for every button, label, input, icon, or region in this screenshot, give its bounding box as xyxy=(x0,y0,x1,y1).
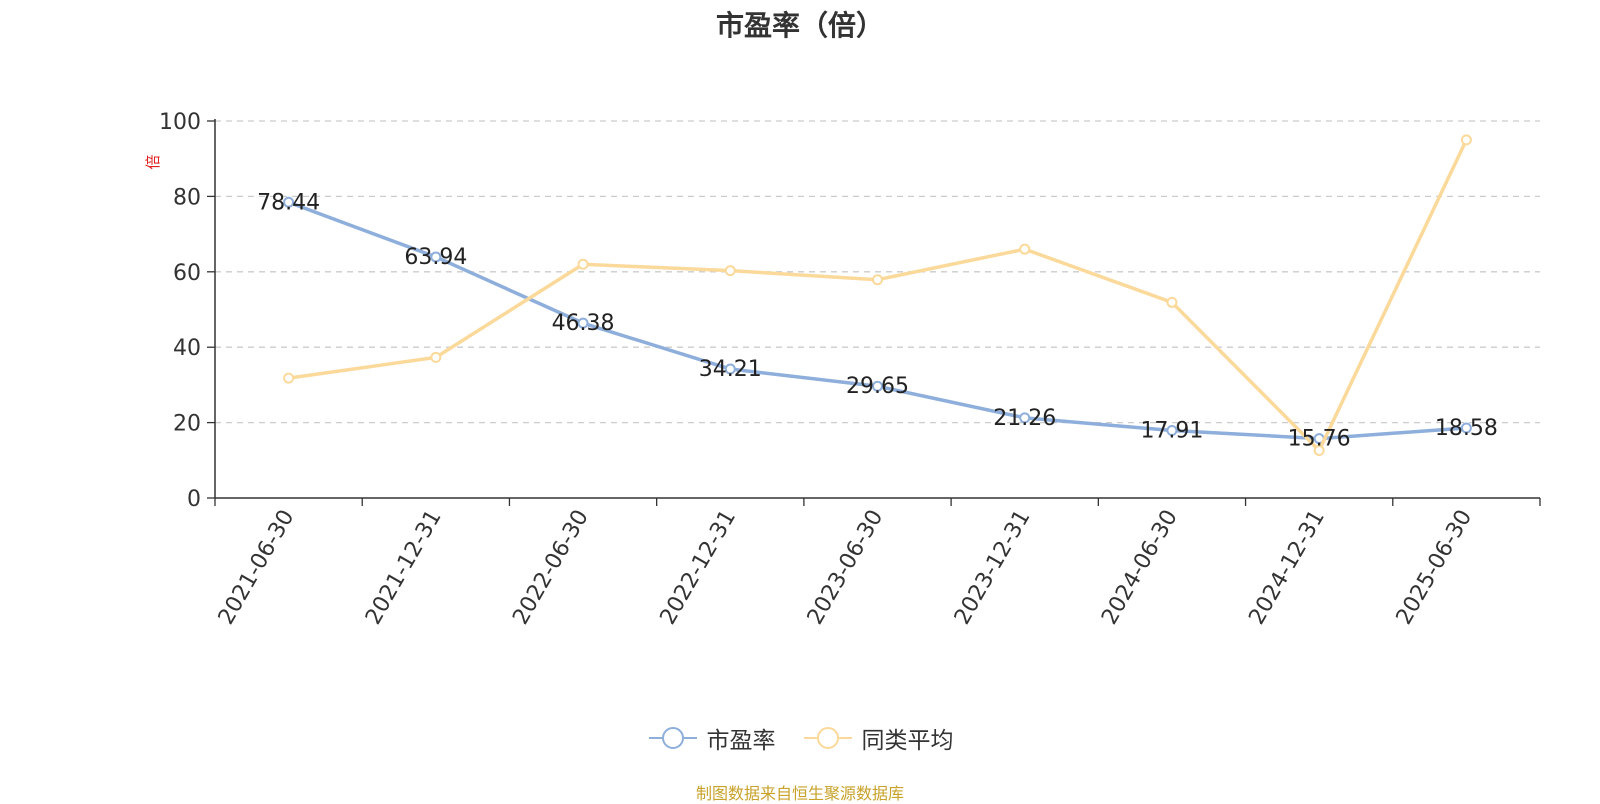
data-point xyxy=(1019,412,1031,424)
data-label: 18.58 xyxy=(1435,416,1498,441)
data-point xyxy=(1460,134,1472,146)
x-tick-label: 2024-06-30 xyxy=(1097,506,1183,629)
y-tick-label: 80 xyxy=(173,185,201,210)
data-point xyxy=(1166,424,1178,436)
data-point xyxy=(430,351,442,363)
chart-title: 市盈率（倍） xyxy=(715,9,884,42)
x-tick-label: 2021-12-31 xyxy=(361,506,447,629)
x-tick-label: 2021-06-30 xyxy=(214,506,300,629)
data-label: 78.44 xyxy=(257,190,320,215)
source-note: 制图数据来自恒生聚源数据库 xyxy=(695,784,904,803)
y-tick-label: 0 xyxy=(187,487,201,512)
y-tick-label: 60 xyxy=(173,261,201,286)
data-point xyxy=(430,251,442,263)
data-point xyxy=(1460,422,1472,434)
legend-marker-pe xyxy=(648,727,697,749)
y-tick-label: 40 xyxy=(173,336,201,361)
data-label: 46.38 xyxy=(552,311,615,336)
data-label: 34.21 xyxy=(699,357,762,382)
data-point xyxy=(577,317,589,329)
legend: 市盈率 同类平均 xyxy=(0,722,1600,754)
data-label: 29.65 xyxy=(846,374,909,399)
legend-label-peer-average: 同类平均 xyxy=(861,728,954,754)
data-label: 17.91 xyxy=(1140,418,1203,443)
x-tick-label: 2022-06-30 xyxy=(508,506,594,629)
y-tick-label: 20 xyxy=(173,412,201,437)
legend-label-pe: 市盈率 xyxy=(706,728,776,754)
line-chart: 0 20 40 60 80 100 2021-06-30 2021-12-31 2022-06-… xyxy=(144,110,1541,629)
gridlines xyxy=(215,120,1540,424)
legend-item-pe[interactable]: 市盈率 xyxy=(647,721,776,755)
legend-marker-peer-average xyxy=(803,727,852,749)
data-label: 15.76 xyxy=(1288,427,1351,452)
data-label: 21.26 xyxy=(993,406,1056,431)
data-point xyxy=(872,380,883,392)
data-labels: 78.44 63.94 46.38 34.21 29.65 21.26 17.91 15.76… xyxy=(257,190,1498,451)
data-point xyxy=(283,196,295,208)
data-point xyxy=(577,258,589,270)
x-tick-label: 2024-12-31 xyxy=(1244,506,1330,629)
data-label: 63.94 xyxy=(404,245,467,270)
x-tick-label: 2023-06-30 xyxy=(803,506,889,629)
data-point xyxy=(872,274,883,286)
x-tick-label: 2023-12-31 xyxy=(950,506,1036,629)
data-point xyxy=(1166,296,1178,308)
series-line-0 xyxy=(286,200,1469,441)
y-axis-label: 倍 xyxy=(144,154,162,169)
axes: 0 20 40 60 80 100 2021-06-30 2021-12-31 2022-06-… xyxy=(159,110,1541,629)
x-tick-label: 2025-06-30 xyxy=(1392,506,1478,629)
data-point xyxy=(724,265,736,277)
y-tick-label: 100 xyxy=(159,110,201,135)
series-line-1 xyxy=(286,138,1469,453)
data-point xyxy=(724,363,736,375)
series xyxy=(283,134,1472,456)
data-point xyxy=(1313,444,1325,456)
legend-item-peer-average[interactable]: 同类平均 xyxy=(802,721,954,755)
data-point xyxy=(283,372,295,384)
x-tick-label: 2022-12-31 xyxy=(656,506,742,629)
data-point xyxy=(1019,243,1031,255)
